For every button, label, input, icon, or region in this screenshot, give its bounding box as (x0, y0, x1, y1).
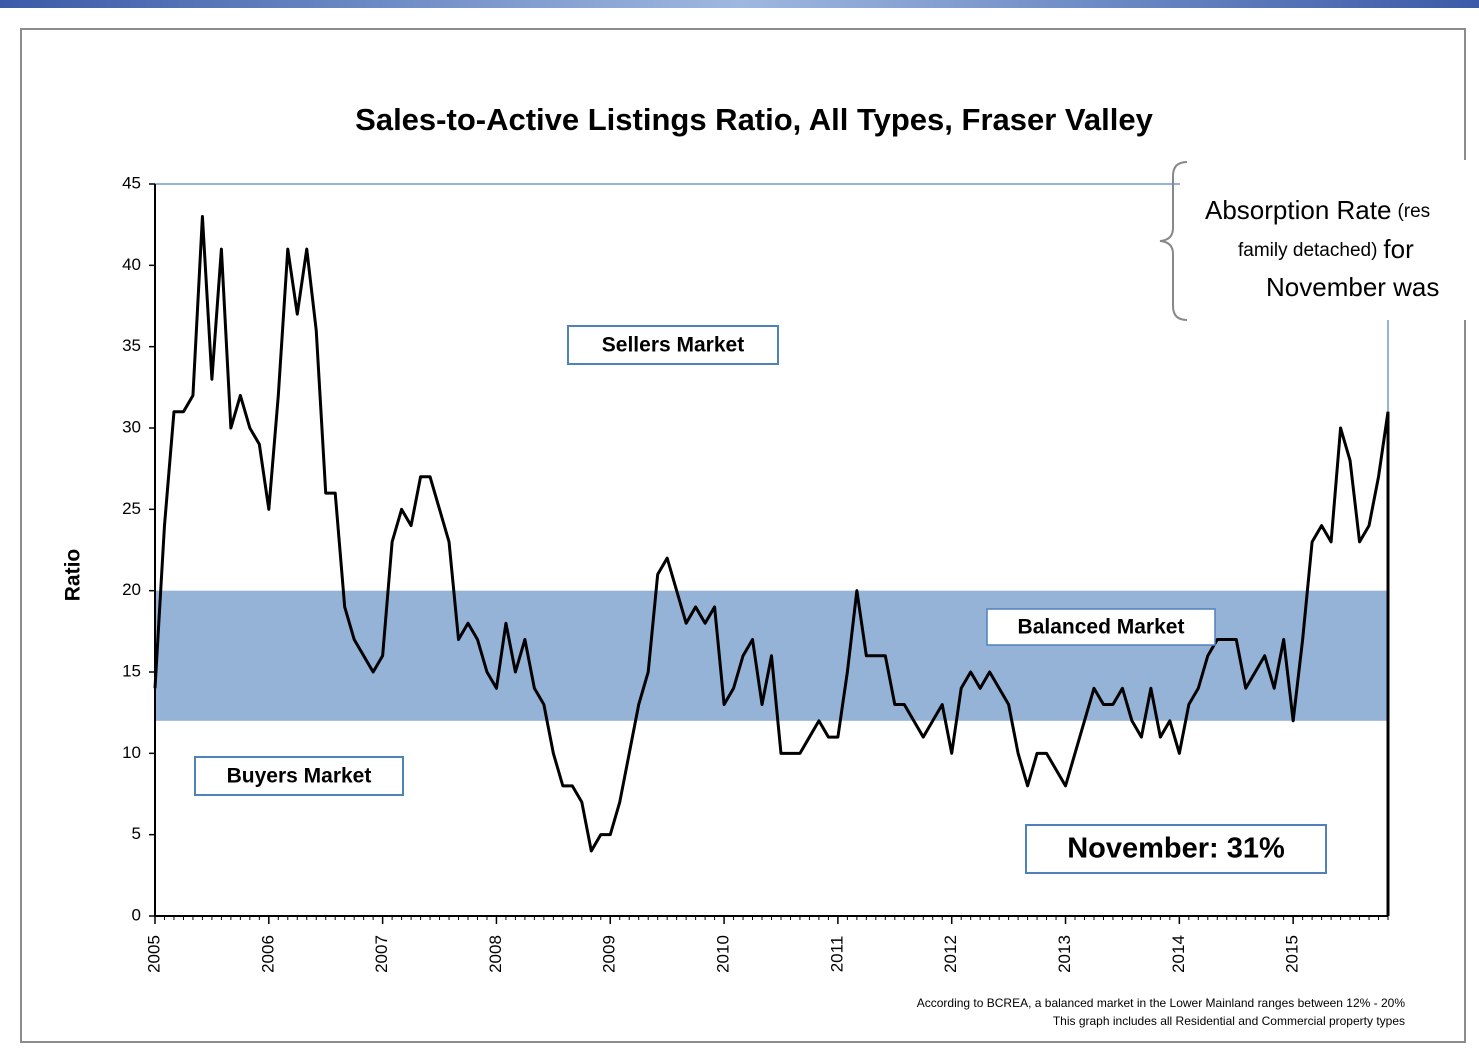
x-tick-label: 2014 (1169, 935, 1188, 973)
y-tick-label: 35 (122, 336, 141, 355)
annotation-label: Buyers Market (227, 765, 372, 788)
x-tick-label: 2005 (144, 935, 163, 973)
x-tick-label: 2007 (372, 935, 391, 973)
x-tick-label: 2010 (714, 935, 733, 973)
annotation-label: November: 31% (1067, 833, 1285, 865)
y-tick-label: 5 (132, 824, 141, 843)
callout-text: family detached) for (1238, 234, 1414, 264)
data-line (153, 215, 1390, 853)
annotation-label: Sellers Market (602, 334, 744, 357)
annotation-box (194, 756, 404, 796)
callout-part: family detached) (1238, 240, 1377, 261)
y-tick-label: 20 (122, 580, 141, 599)
callout-box (1180, 160, 1479, 320)
y-axis-label: Ratio (62, 549, 85, 602)
y-tick-label: 30 (122, 417, 141, 436)
footnote: According to BCREA, a balanced market in… (917, 996, 1406, 1010)
y-tick-label: 15 (122, 661, 141, 680)
y-tick-label: 10 (122, 743, 141, 762)
y-tick-label: 40 (122, 255, 141, 274)
callout-text: November was (1266, 272, 1439, 302)
y-tick-label: 25 (122, 499, 141, 518)
annotation-box (567, 325, 779, 365)
annotation-box (986, 608, 1216, 646)
callout-part: for (1383, 234, 1414, 264)
chart-title: Sales-to-Active Listings Ratio, All Type… (355, 102, 1153, 137)
annotation-box (1025, 824, 1327, 874)
top-banner (0, 0, 1479, 8)
x-tick-label: 2012 (941, 935, 960, 973)
x-tick-label: 2006 (258, 935, 277, 973)
footnote: This graph includes all Residential and … (1053, 1014, 1405, 1028)
x-tick-label: 2009 (600, 935, 619, 973)
x-tick-label: 2015 (1283, 935, 1302, 973)
y-tick-label: 0 (132, 905, 141, 924)
annotation-label: Balanced Market (1018, 616, 1185, 639)
callout-part: November was (1266, 272, 1439, 302)
callout-text: Absorption Rate (res (1205, 195, 1430, 225)
x-tick-label: 2008 (486, 935, 505, 973)
callout-part: (res (1397, 201, 1430, 222)
x-tick-label: 2013 (1055, 935, 1074, 973)
callout-part: Absorption Rate (1205, 195, 1391, 225)
x-tick-label: 2011 (827, 936, 846, 973)
callout-brace (1159, 161, 1188, 321)
y-tick-label: 45 (122, 173, 141, 192)
